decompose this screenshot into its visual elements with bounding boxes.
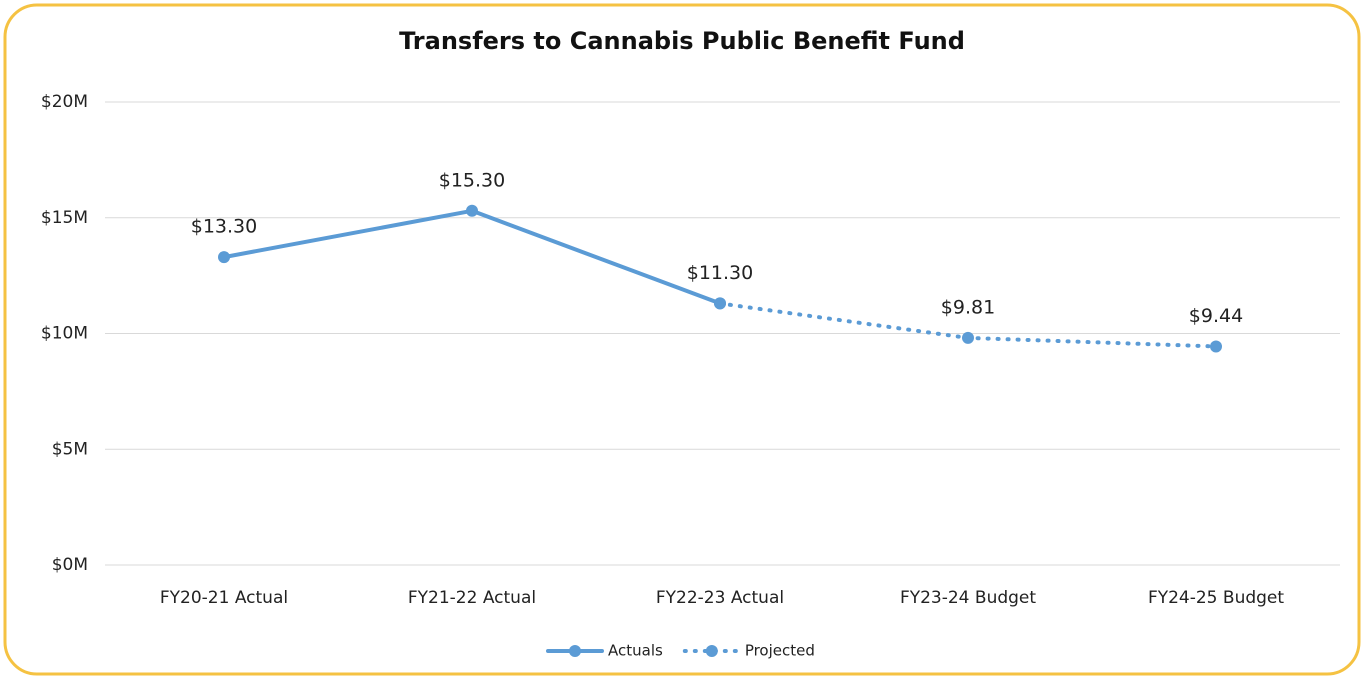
data-point [466, 204, 478, 217]
data-point [962, 331, 974, 344]
legend-label: Projected [745, 642, 815, 660]
y-tick-label: $5M [52, 439, 88, 459]
data-label: $15.30 [439, 169, 505, 191]
y-tick-label: $10M [41, 324, 88, 344]
x-tick-label: FY22-23 Actual [656, 588, 784, 608]
chart-border [3, 3, 1361, 676]
data-label: $9.44 [1189, 305, 1243, 327]
legend-marker [705, 645, 718, 657]
data-point [714, 297, 726, 310]
data-point [1210, 340, 1222, 353]
data-point [218, 251, 230, 264]
x-tick-label: FY23-24 Budget [900, 588, 1036, 608]
y-tick-label: $20M [41, 92, 88, 112]
legend-marker [569, 645, 581, 657]
data-label: $13.30 [191, 216, 257, 238]
data-label: $9.81 [941, 296, 995, 318]
x-tick-label: FY24-25 Budget [1148, 588, 1284, 608]
chart-title: Transfers to Cannabis Public Benefit Fun… [399, 27, 965, 55]
y-tick-label: $15M [41, 208, 88, 228]
legend-label: Actuals [608, 642, 663, 660]
data-label: $11.30 [687, 262, 753, 284]
x-tick-label: FY21-22 Actual [408, 588, 536, 608]
x-tick-label: FY20-21 Actual [160, 588, 288, 608]
y-tick-label: $0M [52, 555, 88, 575]
